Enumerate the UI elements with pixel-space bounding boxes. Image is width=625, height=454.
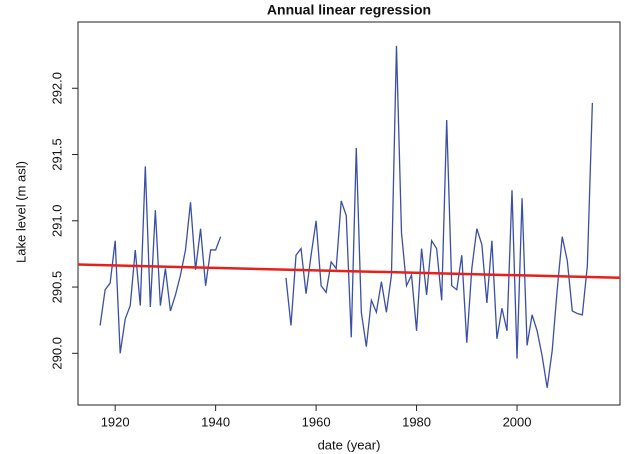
regression-line: [77, 263, 621, 280]
x-tick-label: 1920: [101, 414, 130, 429]
y-tick-label: 291.5: [49, 138, 64, 171]
y-axis-label: Lake level (m asl): [13, 161, 28, 263]
lake-level-line: [99, 45, 594, 388]
y-tick-label: 290.0: [49, 337, 64, 370]
plot-frame: [77, 21, 621, 406]
y-tick-label: 292.0: [49, 72, 64, 105]
x-tick-label: 1940: [201, 414, 230, 429]
chart-title: Annual linear regression: [267, 2, 431, 18]
x-tick-label: 1960: [302, 414, 331, 429]
x-tick-label: 1980: [402, 414, 431, 429]
y-tick-label: 291.0: [49, 205, 64, 238]
x-tick-label: 2000: [503, 414, 532, 429]
x-axis-label: date (year): [318, 437, 381, 452]
y-tick-label: 290.5: [49, 271, 64, 304]
